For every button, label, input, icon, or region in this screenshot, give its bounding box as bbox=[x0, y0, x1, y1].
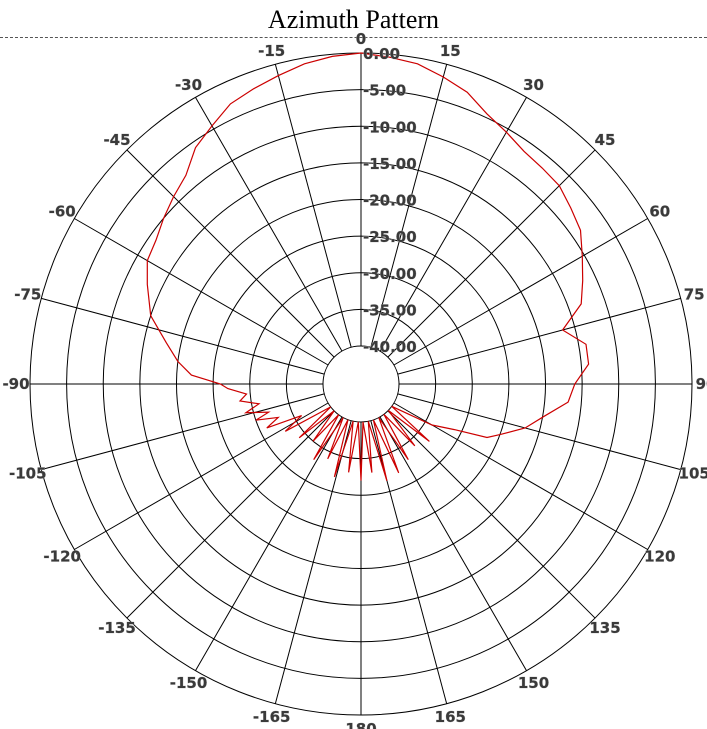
radial-tick-label: -35.00 bbox=[363, 301, 417, 319]
radial-tick-label: -20.00 bbox=[363, 192, 417, 210]
radial-tick-label: -25.00 bbox=[363, 228, 417, 246]
grid-spoke bbox=[379, 97, 527, 352]
angular-grid bbox=[30, 53, 692, 715]
grid-spoke bbox=[370, 64, 448, 348]
grid-spoke bbox=[74, 402, 329, 550]
grid-spoke bbox=[393, 402, 648, 550]
angle-tick-label: 90 bbox=[696, 375, 707, 393]
grid-spoke bbox=[397, 297, 681, 375]
angle-tick-label: -135 bbox=[98, 619, 136, 637]
angle-tick-label: -30 bbox=[175, 76, 202, 94]
radial-tick-label: -30.00 bbox=[363, 265, 417, 283]
grid-spoke bbox=[41, 393, 325, 471]
angle-tick-label: -15 bbox=[258, 42, 285, 60]
grid-spoke bbox=[397, 393, 681, 471]
angle-tick-label: -90 bbox=[2, 375, 29, 393]
grid-spoke bbox=[274, 420, 352, 704]
angle-tick-label: 105 bbox=[679, 464, 707, 482]
grid-spoke bbox=[393, 218, 648, 366]
radial-tick-labels: 0.00 -5.00 -10.00 -15.00 -20.00 -25.00 -30.00 -… bbox=[363, 45, 417, 357]
angle-tick-label: -120 bbox=[43, 548, 81, 566]
angle-tick-label: 30 bbox=[523, 76, 544, 94]
angle-tick-label: 120 bbox=[644, 548, 675, 566]
grid-spoke bbox=[195, 416, 343, 671]
angle-tick-label: 15 bbox=[440, 42, 461, 60]
angle-tick-label: 0 bbox=[356, 30, 366, 48]
angle-tick-label: 135 bbox=[589, 619, 620, 637]
grid-spoke bbox=[126, 149, 335, 358]
grid-spoke bbox=[370, 420, 448, 704]
angle-tick-label: -45 bbox=[103, 131, 130, 149]
angle-tick-label: 180 bbox=[345, 720, 376, 729]
radial-tick-label: 0.00 bbox=[363, 45, 400, 63]
angle-tick-label: 150 bbox=[518, 674, 549, 692]
grid-spoke bbox=[74, 218, 329, 366]
radial-tick-label: -40.00 bbox=[363, 338, 417, 356]
angle-tick-label: -75 bbox=[14, 286, 41, 304]
angle-tick-label: -60 bbox=[49, 203, 76, 221]
grid-spoke bbox=[387, 410, 596, 619]
grid-spoke bbox=[195, 97, 343, 352]
grid-spoke bbox=[387, 149, 596, 358]
angle-tick-label: -105 bbox=[9, 464, 47, 482]
chart-title: Azimuth Pattern bbox=[267, 5, 440, 34]
radial-tick-label: -15.00 bbox=[363, 155, 417, 173]
grid-spoke bbox=[41, 297, 325, 375]
grid-spoke bbox=[274, 64, 352, 348]
pattern-trace bbox=[146, 52, 590, 481]
angle-tick-label: 60 bbox=[649, 203, 670, 221]
title-divider bbox=[0, 37, 707, 38]
angle-tick-label: 75 bbox=[684, 286, 705, 304]
angle-tick-label: 165 bbox=[435, 708, 466, 726]
grid-spoke bbox=[379, 416, 527, 671]
radial-tick-label: -5.00 bbox=[363, 82, 406, 100]
grid-spoke bbox=[126, 410, 335, 619]
grid-ring bbox=[322, 345, 400, 423]
angle-tick-label: 45 bbox=[595, 131, 616, 149]
series-layer bbox=[146, 52, 590, 481]
angle-tick-labels: 0 15 30 45 60 75 90 105 120 135 150 165 180 -165 -150 -… bbox=[2, 30, 707, 729]
radial-tick-label: -10.00 bbox=[363, 118, 417, 136]
angle-tick-label: -150 bbox=[170, 674, 208, 692]
angle-tick-label: -165 bbox=[253, 708, 291, 726]
